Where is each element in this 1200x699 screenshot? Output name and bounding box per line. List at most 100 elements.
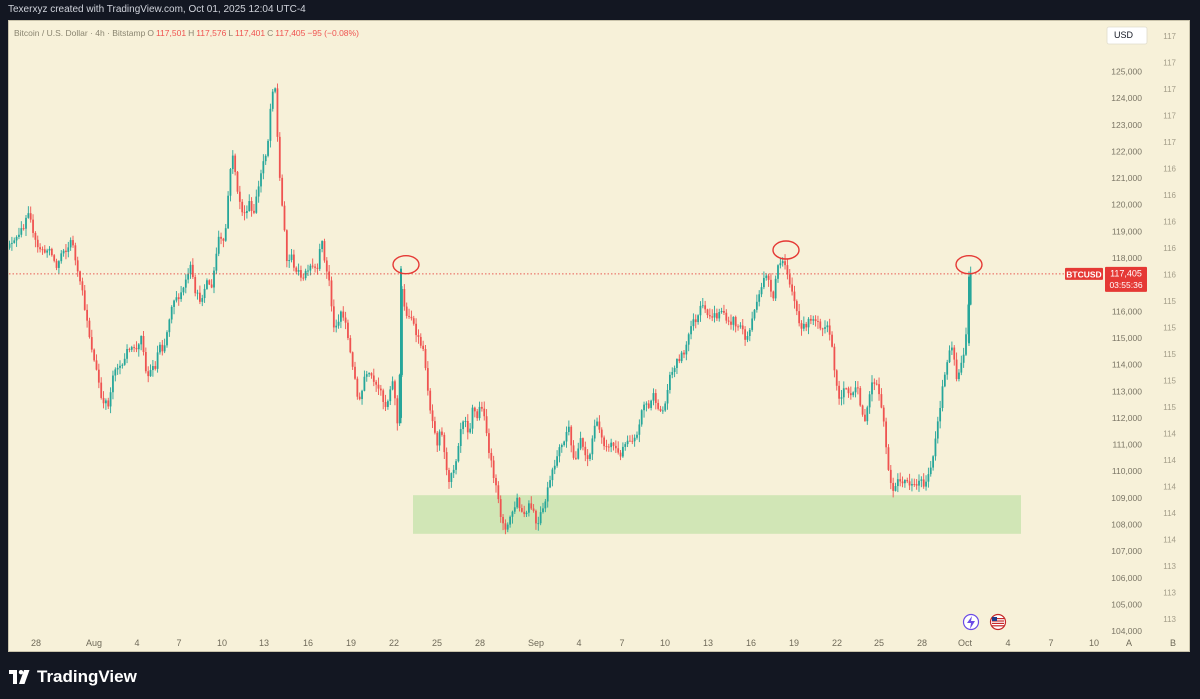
y-tick-label: 104,000: [1111, 626, 1142, 636]
candle-body: [652, 393, 655, 401]
candle-body: [699, 305, 702, 316]
candle-body: [922, 479, 925, 487]
candle-body: [530, 503, 533, 509]
candle-body: [415, 323, 417, 336]
candle-body: [358, 396, 361, 400]
legend-close: 117,405: [275, 28, 305, 38]
x-tick-label: 4: [576, 638, 581, 648]
candle-body: [556, 456, 558, 466]
candle-body: [72, 240, 74, 246]
tradingview-brand[interactable]: TradingView: [9, 667, 137, 687]
y2-tick-label: 116: [1163, 218, 1176, 227]
candle-body: [720, 310, 723, 313]
y2-tick-label: 113: [1163, 562, 1176, 571]
last-price-label: 117,405: [1110, 268, 1142, 278]
candle-body: [532, 508, 535, 511]
x-tick-label: 7: [176, 638, 181, 648]
chart-area[interactable]: 125,000 124,000 123,000 122,000 121,000 120,0…: [8, 20, 1190, 652]
candle-body: [206, 280, 208, 289]
candle-body: [659, 408, 662, 411]
candle-body: [932, 456, 934, 468]
candle-body: [744, 329, 746, 340]
candle-body: [250, 201, 253, 211]
candle-body: [403, 289, 406, 307]
candle-body: [182, 287, 185, 293]
candle-body: [960, 362, 963, 373]
candle-body: [958, 372, 960, 380]
price-chart[interactable]: 125,000 124,000 123,000 122,000 121,000 120,0…: [9, 21, 1190, 652]
candle-body: [448, 470, 450, 482]
currency-box[interactable]: [1106, 26, 1148, 45]
candle-body: [878, 384, 880, 395]
candle-body: [838, 385, 840, 399]
candle-body: [180, 292, 182, 300]
legend-change: −95 (−0.08%): [307, 28, 359, 38]
x-tick-label: 19: [346, 638, 356, 648]
candle-body: [784, 261, 786, 266]
candle-body: [596, 421, 598, 426]
candle-body: [410, 316, 413, 319]
candle-body: [727, 320, 730, 322]
highlight-ellipse-3[interactable]: [955, 254, 983, 275]
candle-body: [255, 196, 258, 213]
support-zone[interactable]: [413, 495, 1021, 534]
candle-body: [142, 336, 145, 353]
candle-body: [770, 279, 772, 292]
x-tick-label: 13: [259, 638, 269, 648]
candle-body: [965, 334, 967, 355]
candle-body: [408, 315, 410, 317]
y2-tick-label: 117: [1163, 32, 1176, 41]
y-tick-label: 113,000: [1112, 386, 1142, 396]
x-tick-label: 28: [475, 638, 485, 648]
candle-body: [387, 401, 389, 407]
candle-body: [471, 407, 474, 429]
candle-body: [763, 277, 765, 288]
candle-body: [617, 448, 620, 453]
candle-body: [20, 228, 23, 235]
log-scale-button[interactable]: B: [1170, 638, 1176, 648]
candle-body: [563, 441, 566, 445]
candle-body: [36, 239, 39, 248]
candle-body: [619, 452, 622, 457]
y2-tick-label: 114: [1163, 483, 1176, 492]
candle-body: [382, 390, 385, 402]
candle-body: [638, 424, 641, 435]
candle-body: [135, 347, 138, 350]
candle-body: [523, 511, 526, 515]
candle-body: [86, 309, 88, 321]
candle-body: [128, 349, 131, 350]
candle-body: [478, 406, 481, 419]
candle-body: [65, 250, 67, 252]
candle-body: [290, 254, 293, 261]
candle-body: [657, 402, 660, 409]
x-tick-label: 10: [1089, 638, 1099, 648]
candle-body: [567, 426, 570, 432]
highlight-ellipse-2[interactable]: [772, 240, 800, 260]
candle-body: [405, 306, 408, 316]
candle-body: [140, 336, 143, 345]
candle-body: [549, 480, 551, 488]
candle-body: [304, 270, 307, 279]
us-flag-icon[interactable]: [989, 613, 1007, 631]
x-tick-label: 10: [217, 638, 227, 648]
candle-body: [152, 366, 154, 371]
candle-body: [196, 292, 199, 294]
auto-scale-button[interactable]: A: [1126, 638, 1132, 648]
candle-body: [725, 312, 728, 321]
x-tick-label: 4: [1005, 638, 1010, 648]
candle-body: [833, 346, 836, 371]
candle-body: [629, 440, 631, 442]
candle-body: [88, 320, 91, 338]
candle-body: [755, 301, 758, 310]
highlight-ellipse-1[interactable]: [392, 254, 420, 275]
candle-body: [704, 305, 707, 310]
candle-body: [361, 390, 363, 400]
y-tick-label: 105,000: [1111, 599, 1142, 609]
candle-body: [429, 390, 432, 411]
candle-body: [852, 392, 855, 396]
candle-body: [74, 245, 77, 261]
legend-high-label: H: [188, 28, 194, 38]
candle-body: [368, 373, 370, 375]
y-tick-label: 124,000: [1111, 93, 1142, 103]
candle-body: [687, 334, 690, 345]
